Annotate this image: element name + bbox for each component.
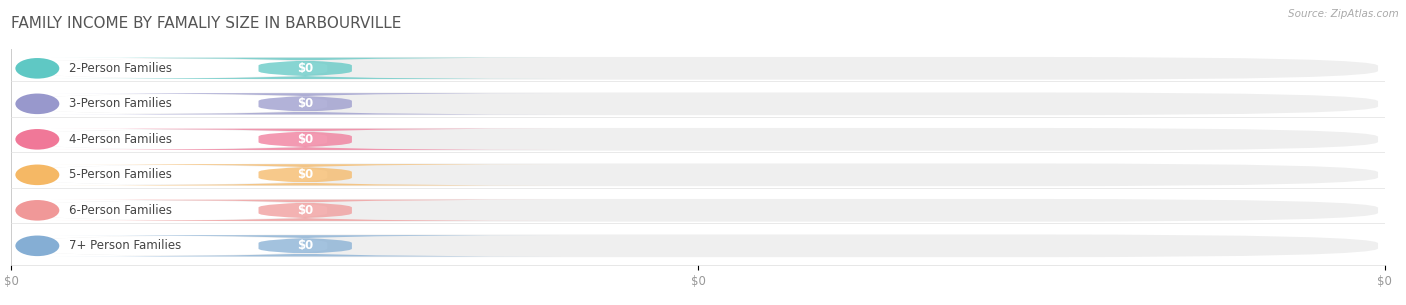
Ellipse shape [15,129,59,150]
Text: $0: $0 [297,62,314,75]
FancyBboxPatch shape [49,164,561,185]
Text: 2-Person Families: 2-Person Families [69,62,172,75]
Text: $0: $0 [297,239,314,252]
Text: 5-Person Families: 5-Person Families [69,168,172,181]
Text: FAMILY INCOME BY FAMALIY SIZE IN BARBOURVILLE: FAMILY INCOME BY FAMALIY SIZE IN BARBOUR… [11,16,402,31]
FancyBboxPatch shape [49,93,561,114]
FancyBboxPatch shape [49,129,561,150]
FancyBboxPatch shape [49,200,561,221]
Ellipse shape [15,164,59,185]
Ellipse shape [15,58,59,79]
FancyBboxPatch shape [18,200,328,221]
FancyBboxPatch shape [18,128,1378,151]
Text: $0: $0 [297,133,314,146]
Text: Source: ZipAtlas.com: Source: ZipAtlas.com [1288,9,1399,19]
FancyBboxPatch shape [18,164,328,185]
Ellipse shape [15,94,59,114]
Text: $0: $0 [297,97,314,110]
FancyBboxPatch shape [18,93,328,114]
Text: 3-Person Families: 3-Person Families [69,97,172,110]
Text: 7+ Person Families: 7+ Person Families [69,239,181,252]
FancyBboxPatch shape [18,58,328,79]
Text: 4-Person Families: 4-Person Families [69,133,172,146]
FancyBboxPatch shape [18,57,1378,80]
FancyBboxPatch shape [49,58,561,79]
Text: $0: $0 [297,204,314,217]
FancyBboxPatch shape [18,129,328,150]
Ellipse shape [15,200,59,221]
FancyBboxPatch shape [18,235,1378,257]
Text: $0: $0 [297,168,314,181]
FancyBboxPatch shape [49,235,561,257]
FancyBboxPatch shape [18,92,1378,115]
Ellipse shape [15,235,59,256]
FancyBboxPatch shape [18,199,1378,222]
FancyBboxPatch shape [18,163,1378,186]
Text: 6-Person Families: 6-Person Families [69,204,172,217]
FancyBboxPatch shape [18,235,328,257]
